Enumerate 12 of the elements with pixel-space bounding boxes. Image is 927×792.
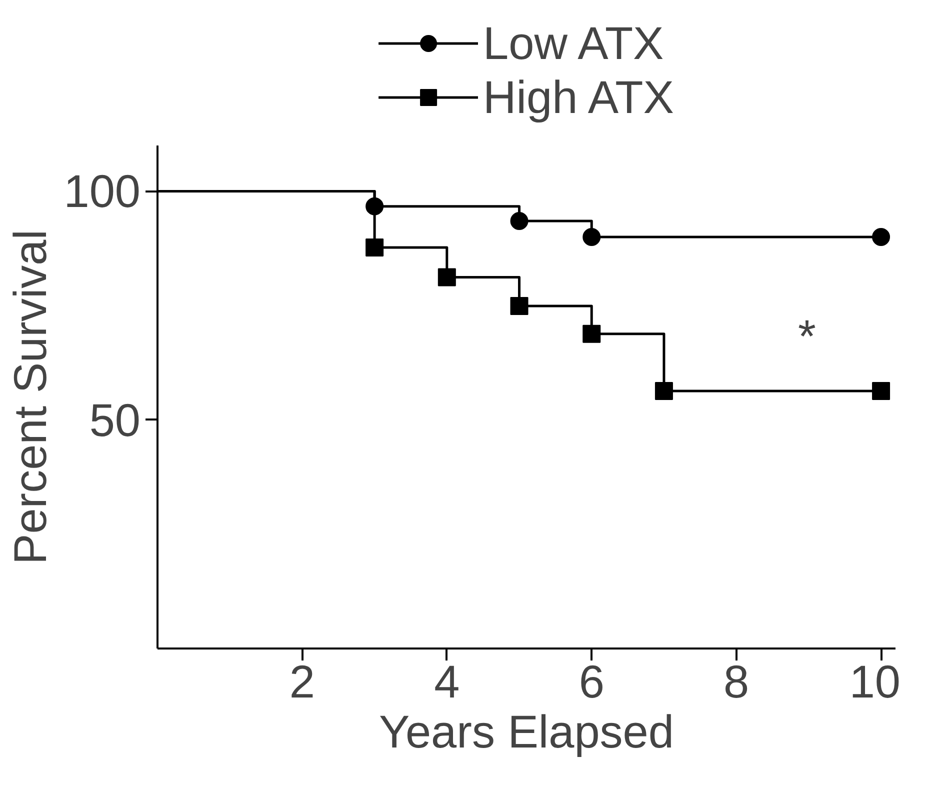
annotation: * [798,310,816,362]
x-tick-label: 2 [289,656,316,708]
legend-label: Low ATX [483,16,664,70]
y-tick-label: 50 [89,394,141,446]
x-tick-label: 10 [849,656,901,708]
y-tick-label: 100 [64,165,140,218]
x-tick-label: 4 [434,656,460,708]
x-tick-label: 8 [724,656,750,708]
x-axis-title: Years Elapsed [379,706,674,758]
y-axis-title: Percent Survival [4,230,56,564]
x-tick-label: 6 [578,656,604,708]
legend-label: High ATX [483,70,674,124]
